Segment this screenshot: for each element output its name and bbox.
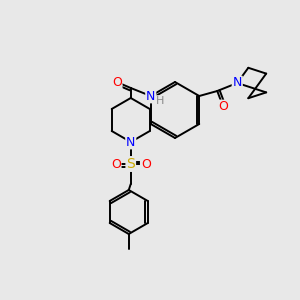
Text: O: O: [112, 76, 122, 88]
Text: S: S: [126, 157, 135, 171]
Text: O: O: [111, 158, 121, 170]
Text: N: N: [126, 136, 135, 148]
Text: N: N: [232, 76, 242, 89]
Text: H: H: [156, 96, 164, 106]
Text: O: O: [141, 158, 151, 170]
Text: N: N: [146, 89, 155, 103]
Text: O: O: [218, 100, 228, 113]
